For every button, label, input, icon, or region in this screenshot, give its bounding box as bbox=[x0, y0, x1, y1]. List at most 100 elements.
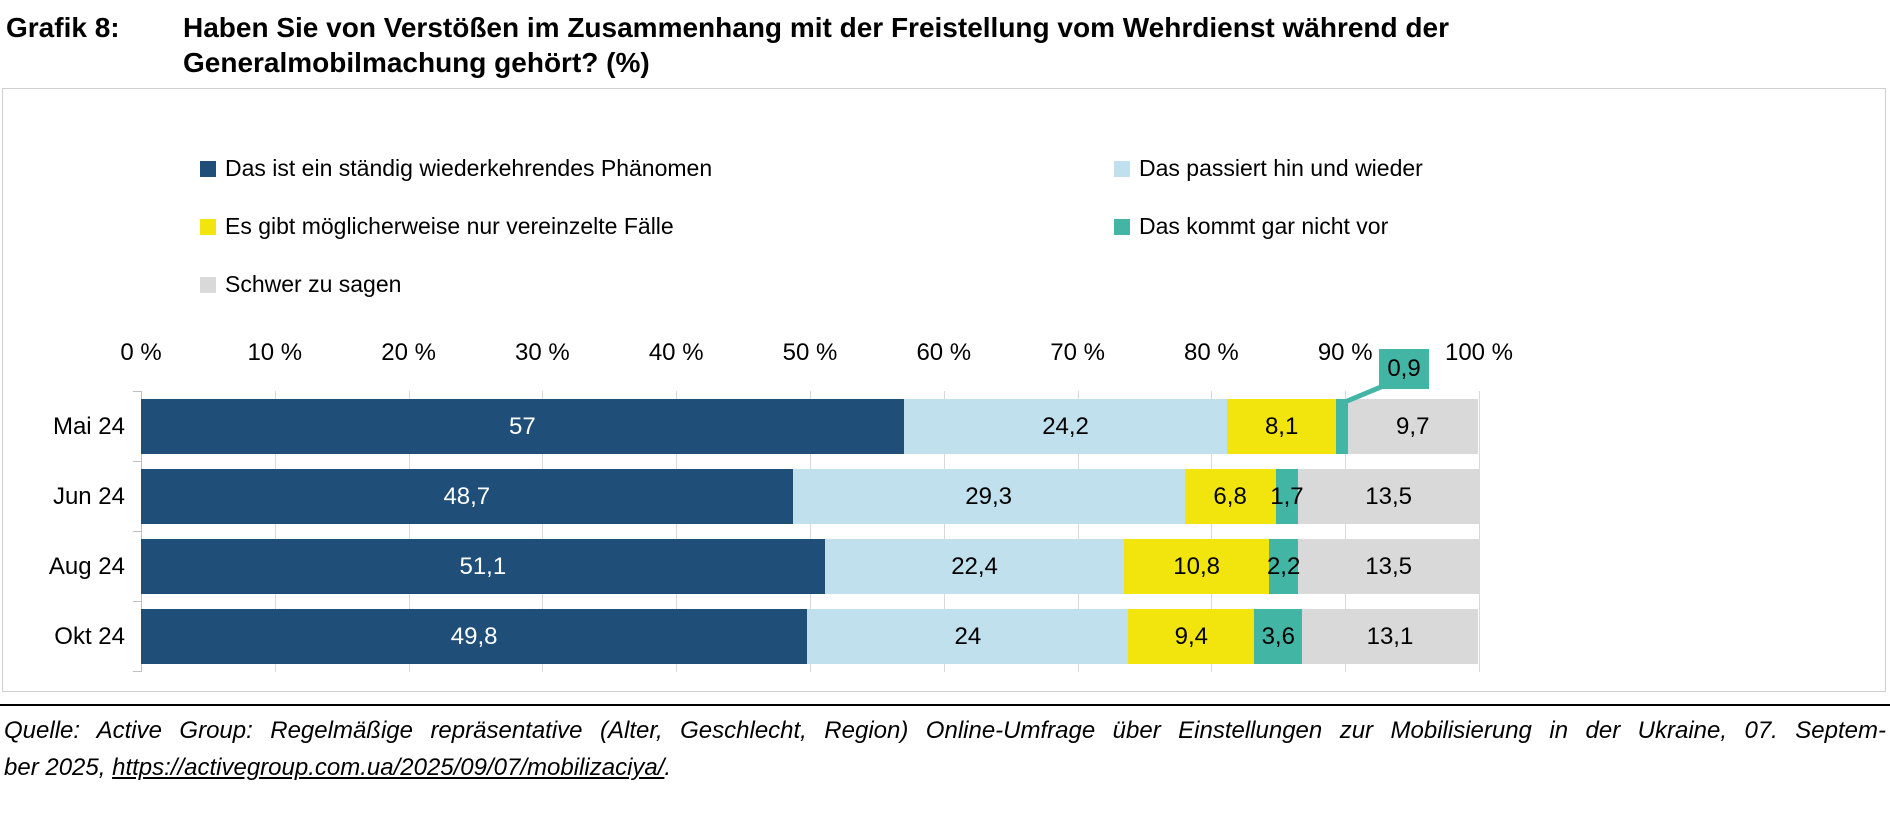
source-text: . bbox=[664, 754, 672, 781]
gridline bbox=[1211, 391, 1213, 672]
bar-segment: 2,2 bbox=[1266, 539, 1301, 594]
legend-swatch-icon bbox=[200, 218, 216, 235]
segment-value: 3,6 bbox=[1261, 622, 1295, 650]
bar-segment bbox=[1335, 399, 1348, 454]
segment-value: 24 bbox=[954, 622, 982, 650]
bar-segment: 24,2 bbox=[903, 399, 1228, 454]
category-label: Okt 24 bbox=[54, 623, 125, 650]
source-link[interactable]: https://activegroup.com.ua/2025/09/07/mo… bbox=[112, 754, 665, 781]
legend-item: Es gibt möglicherweise nur vereinzelte F… bbox=[200, 213, 674, 240]
bar-segment: 22,4 bbox=[824, 539, 1125, 594]
segment-value: 24,2 bbox=[1042, 412, 1089, 440]
x-axis-tick: 60 % bbox=[916, 339, 972, 366]
legend-item: Das kommt gar nicht vor bbox=[1114, 213, 1388, 240]
legend-item: Das passiert hin und wieder bbox=[1114, 155, 1423, 182]
category-axis-tick bbox=[133, 391, 141, 392]
gridline bbox=[1479, 391, 1480, 672]
segment-value: 6,8 bbox=[1213, 482, 1247, 510]
bar-row-mai-24: 57 24,2 8,1 9,7 bbox=[141, 399, 1479, 454]
segment-value: 29,3 bbox=[965, 482, 1012, 510]
y-axis-line bbox=[141, 391, 142, 672]
bar-plot-area: 57 24,2 8,1 9,7 48,7 29,3 6,8 1,7 13,5 5… bbox=[141, 399, 1479, 672]
segment-value: 49,8 bbox=[450, 622, 498, 650]
x-axis-tick: 30 % bbox=[515, 339, 570, 366]
category-axis-tick bbox=[133, 671, 141, 672]
category-label: Mai 24 bbox=[52, 413, 125, 440]
figure-header: Grafik 8: Haben Sie von Verstößen im Zus… bbox=[0, 0, 1890, 80]
x-axis-tick: 80 % bbox=[1184, 339, 1239, 366]
legend-label: Das ist ein ständig wiederkehrendes Phän… bbox=[225, 155, 713, 181]
bar-segment: 9,4 bbox=[1128, 609, 1255, 664]
category-label: Jun 24 bbox=[52, 483, 125, 510]
bar-row-aug-24: 51,1 22,4 10,8 2,2 13,5 bbox=[141, 539, 1479, 594]
source-text: ber 2025, bbox=[4, 754, 113, 781]
x-axis: 0 % 10 % 20 % 30 % 40 % 50 % 60 % 70 % 8… bbox=[120, 339, 1513, 369]
gridline bbox=[542, 391, 544, 672]
segment-value: 13,5 bbox=[1365, 482, 1412, 510]
plot-gridlines bbox=[133, 391, 1480, 672]
bar-segment: 13,5 bbox=[1298, 539, 1479, 594]
bar-segment: 8,1 bbox=[1227, 399, 1336, 454]
legend-swatch-icon bbox=[200, 276, 216, 293]
category-axis-tick bbox=[133, 461, 141, 462]
segment-value: 48,7 bbox=[443, 482, 491, 510]
bar-segment: 9,7 bbox=[1347, 399, 1478, 454]
x-axis-tick: 90 % bbox=[1317, 339, 1373, 366]
gridline bbox=[1077, 391, 1079, 672]
source-line-2: ber 2025, https://activegroup.com.ua/202… bbox=[4, 749, 1886, 786]
bar-segment: 13,5 bbox=[1298, 469, 1479, 524]
chart-panel: Das ist ein ständig wiederkehrendes Phän… bbox=[2, 88, 1886, 692]
callout-value: 0,9 bbox=[1387, 355, 1421, 382]
legend-label: Es gibt möglicherweise nur vereinzelte F… bbox=[225, 213, 674, 239]
bar-segment: 10,8 bbox=[1124, 539, 1269, 594]
legend-item: Schwer zu sagen bbox=[200, 271, 401, 298]
gridline bbox=[274, 391, 276, 672]
legend-swatch-icon bbox=[1114, 218, 1130, 235]
legend-label: Das passiert hin und wieder bbox=[1139, 155, 1423, 181]
x-axis-tick: 50 % bbox=[782, 339, 838, 366]
gridline bbox=[676, 391, 678, 672]
x-axis-tick: 10 % bbox=[247, 339, 303, 366]
legend-item: Das ist ein ständig wiederkehrendes Phän… bbox=[200, 155, 712, 182]
category-axis-tick bbox=[133, 601, 141, 602]
bar-row-jun-24: 48,7 29,3 6,8 1,7 13,5 bbox=[141, 469, 1479, 524]
bar-segment: 3,6 bbox=[1254, 609, 1303, 664]
segment-value: 9,4 bbox=[1174, 622, 1208, 650]
category-label: Aug 24 bbox=[48, 553, 125, 580]
bar-segment: 1,7 bbox=[1270, 469, 1304, 524]
segment-value: 57 bbox=[508, 412, 536, 440]
callout-badge: 0,9 bbox=[1379, 349, 1429, 389]
bar-segment: 29,3 bbox=[792, 469, 1185, 524]
segment-value: 13,1 bbox=[1366, 622, 1414, 650]
category-axis-tick bbox=[133, 531, 141, 532]
bar-segment: 6,8 bbox=[1184, 469, 1276, 524]
segment-value: 2,2 bbox=[1266, 552, 1301, 580]
bar-row-okt-24: 49,8 24 9,4 3,6 13,1 bbox=[141, 609, 1479, 664]
legend-swatch-icon bbox=[1114, 160, 1130, 177]
source-line-1: Quelle: Active Group: Regelmäßige repräs… bbox=[4, 717, 1886, 744]
legend-label: Das kommt gar nicht vor bbox=[1139, 213, 1389, 239]
segment-value: 51,1 bbox=[459, 552, 507, 580]
x-axis-tick: 20 % bbox=[381, 339, 436, 366]
gridline bbox=[1345, 391, 1347, 672]
divider bbox=[0, 704, 1890, 706]
bar-segment: 57 bbox=[141, 399, 904, 454]
bar-segment: 51,1 bbox=[141, 539, 825, 594]
bar-segment: 48,7 bbox=[141, 469, 793, 524]
gridline bbox=[810, 391, 811, 672]
legend-swatch-icon bbox=[200, 160, 216, 177]
segment-value: 9,7 bbox=[1396, 412, 1430, 440]
x-axis-tick: 70 % bbox=[1050, 339, 1105, 366]
segment-value: 1,7 bbox=[1270, 482, 1304, 510]
segment-value: 22,4 bbox=[951, 552, 998, 580]
segment-value: 8,1 bbox=[1264, 412, 1299, 440]
gridline bbox=[943, 391, 945, 672]
x-axis-tick: 40 % bbox=[648, 339, 704, 366]
segment-value: 13,5 bbox=[1365, 552, 1412, 580]
x-axis-tick: 0 % bbox=[120, 339, 162, 366]
figure-title: Haben Sie von Verstößen im Zusammenhang … bbox=[183, 12, 1449, 78]
legend-label: Schwer zu sagen bbox=[225, 271, 402, 297]
gridline bbox=[408, 391, 410, 672]
segment-value: 10,8 bbox=[1173, 552, 1221, 580]
figure-number: Grafik 8: bbox=[6, 12, 120, 43]
